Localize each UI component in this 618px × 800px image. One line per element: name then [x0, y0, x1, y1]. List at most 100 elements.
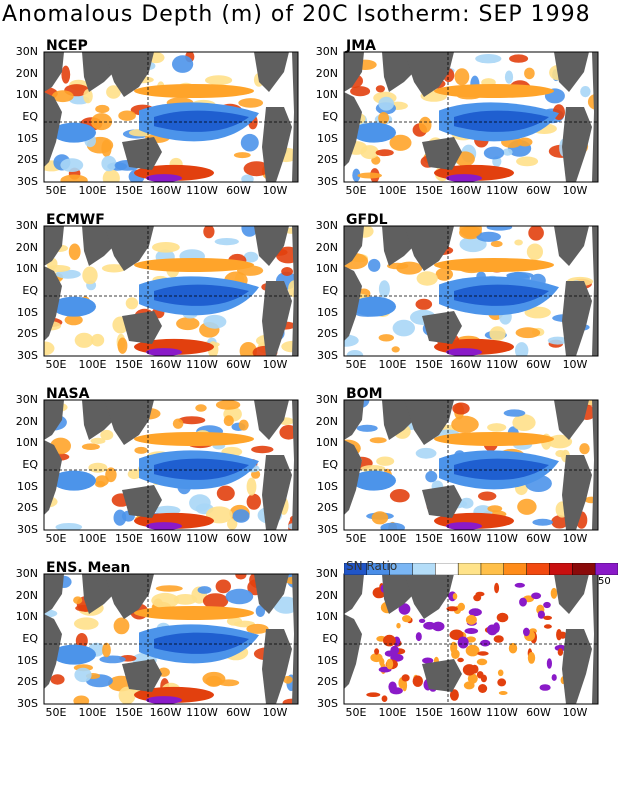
strong-anomaly-region: [446, 522, 482, 530]
anomaly-blob: [101, 155, 117, 172]
panel-title: NCEP: [46, 38, 88, 54]
land-mask: [592, 574, 598, 704]
anomaly-blob: [515, 342, 529, 356]
sn-ratio-blob: [493, 635, 504, 643]
lon-tick-label: 160W: [449, 532, 482, 545]
lat-tick-label: EQ: [22, 458, 38, 471]
land-mask: [104, 226, 154, 271]
negative-anomaly-core: [454, 110, 549, 132]
map-panel: BOM 30N 20N 10N EQ 10S 20S 30S 50E 100E 150E 160W 11…: [300, 386, 610, 562]
lon-tick-label: 100E: [78, 532, 107, 545]
anomaly-blob: [178, 416, 206, 425]
anomaly-blob: [487, 423, 507, 432]
negative-anomaly-core: [154, 458, 249, 480]
lat-tick-label: 30N: [15, 219, 38, 232]
sn-ratio-blob: [556, 629, 562, 641]
anomaly-blob: [378, 112, 389, 125]
sn-ratio-blob: [452, 593, 458, 600]
sn-ratio-blob: [543, 601, 551, 609]
land-mask: [422, 311, 462, 344]
sn-ratio-blob: [557, 648, 564, 656]
land-mask: [344, 574, 364, 614]
sn-ratio-blob: [386, 658, 394, 670]
sn-ratio-blob: [514, 582, 525, 588]
lat-tick-label: 10N: [15, 88, 38, 102]
map-plot: [343, 573, 599, 705]
lon-tick-label: 10W: [562, 706, 588, 719]
anomaly-blob: [551, 515, 568, 529]
anomaly-blob: [555, 450, 566, 458]
lat-tick-label: 30S: [317, 697, 338, 710]
lon-tick-label: 150E: [415, 706, 443, 719]
anomaly-blob: [360, 465, 386, 473]
lon-tick-label: 10W: [262, 532, 288, 545]
land-mask: [44, 52, 64, 92]
positive-anomaly-region: [434, 258, 554, 272]
sn-ratio-blob: [476, 658, 488, 666]
sn-ratio-blob: [494, 582, 500, 594]
land-mask: [344, 92, 362, 167]
anomaly-blob: [60, 158, 84, 172]
colorbar-swatch: [480, 562, 504, 576]
anomaly-blob: [273, 596, 298, 614]
negative-anomaly-core: [154, 110, 249, 132]
anomaly-blob: [101, 139, 112, 157]
lon-tick-label: 160W: [449, 706, 482, 719]
panel-title: NASA: [46, 386, 90, 402]
negative-anomaly-core: [454, 284, 549, 306]
lon-tick-label: 10W: [562, 358, 588, 371]
lon-tick-label: 160W: [149, 706, 182, 719]
map-plot: [43, 51, 299, 183]
anomaly-blob: [524, 306, 551, 319]
anomaly-blob: [202, 593, 229, 609]
lat-tick-label: 10N: [15, 262, 38, 276]
lon-tick-label: 100E: [78, 358, 107, 371]
land-mask: [592, 400, 598, 530]
anomaly-blob: [82, 266, 98, 285]
anomaly-blob: [152, 242, 180, 253]
lat-tick-label: 20N: [315, 66, 338, 80]
negative-anomaly-core: [154, 284, 249, 306]
lat-tick-label: 20N: [15, 240, 38, 254]
anomaly-blob: [579, 443, 590, 455]
anomaly-blob: [205, 75, 233, 86]
lon-tick-label: 100E: [78, 706, 107, 719]
anomaly-blob: [483, 146, 505, 160]
anomaly-blob: [241, 226, 258, 237]
sn-ratio-blob: [539, 684, 551, 691]
land-mask: [104, 574, 154, 619]
lon-tick-label: 150E: [415, 358, 443, 371]
lon-tick-label: 10W: [562, 184, 588, 197]
panel-title: ECMWF: [46, 212, 105, 228]
panel-title: JMA: [346, 38, 376, 54]
strong-anomaly-region: [146, 174, 182, 182]
anomaly-blob: [389, 134, 412, 151]
land-mask: [254, 400, 289, 440]
sn-ratio-blob: [543, 615, 552, 620]
map-plot: [43, 225, 299, 357]
map-plot: [343, 399, 599, 531]
anomaly-blob: [74, 667, 92, 683]
lon-tick-label: 50E: [45, 184, 67, 197]
sn-ratio-blob: [478, 684, 488, 693]
sn-ratio-blob: [497, 678, 507, 687]
anomaly-blob: [532, 518, 553, 526]
anomaly-blob: [503, 409, 526, 417]
lon-tick-label: 100E: [378, 706, 407, 719]
anomaly-blob: [241, 174, 254, 182]
negative-anomaly-core: [454, 458, 549, 480]
sn-ratio-blob: [398, 603, 411, 615]
anomaly-blob: [516, 156, 539, 167]
anomaly-blob: [514, 239, 523, 246]
anomaly-blob: [203, 226, 215, 239]
colorbar-swatch: [457, 562, 482, 576]
lat-tick-label: EQ: [322, 110, 338, 123]
lon-tick-label: 150E: [115, 184, 143, 197]
anomaly-blob: [515, 327, 541, 339]
sn-ratio-blob: [543, 624, 552, 629]
sn-ratio-blob: [457, 657, 464, 663]
anomaly-blob: [134, 446, 148, 454]
anomaly-blob: [283, 675, 293, 684]
sn-ratio-blob: [465, 614, 477, 625]
map-panel: ECMWF 30N 20N 10N EQ 10S 20S 30S 50E 100E 150E 160W…: [0, 212, 310, 388]
